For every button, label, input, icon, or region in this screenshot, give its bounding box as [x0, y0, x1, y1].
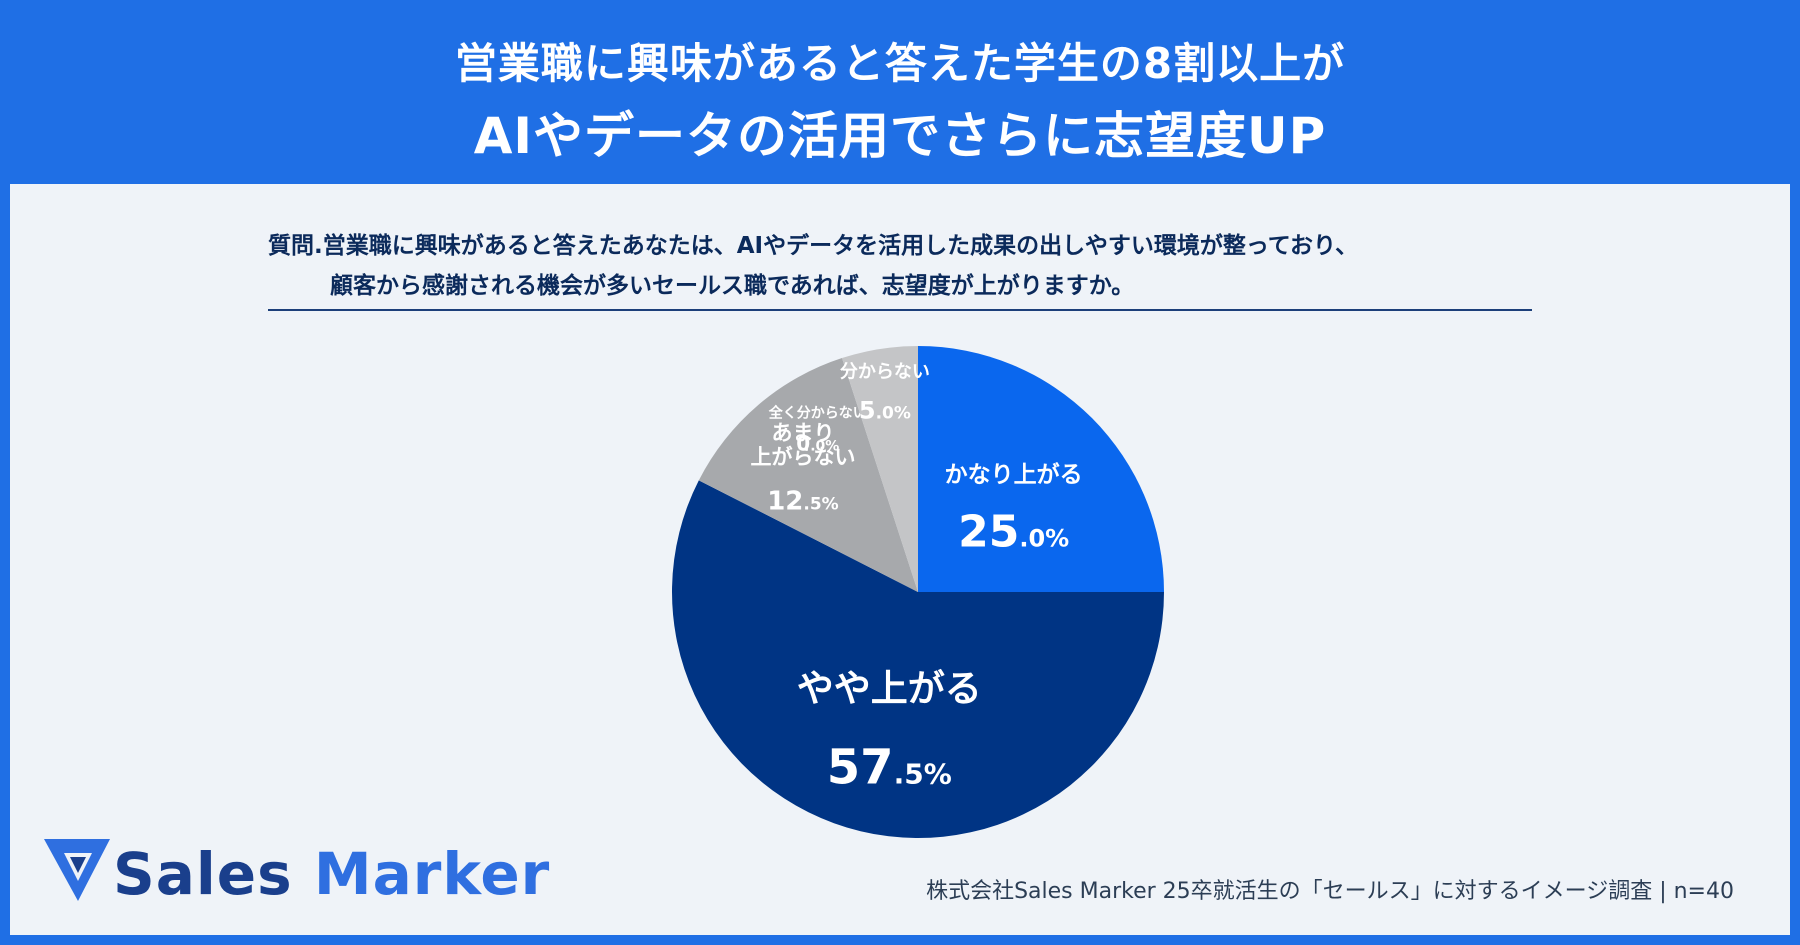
question-divider — [268, 309, 1532, 311]
logo-wordmark: Sales Marker — [113, 840, 550, 908]
slice-label: 全く分からない — [768, 405, 867, 422]
question-line-2: 顧客から感謝される機会が多いセールス職であれば、志望度が上がりますか。 — [330, 273, 1135, 299]
slice-label: かなり上がる — [945, 461, 1083, 488]
source-note: 株式会社Sales Marker 25卒就活生の「セールス」に対するイメージ調査… — [926, 879, 1734, 904]
survey-question: 質問.営業職に興味があると答えたあなたは、AIやデータを活用した成果の出しやすい… — [268, 226, 1532, 306]
slice-value: 57.5% — [827, 740, 952, 796]
question-line-1: 質問.営業職に興味があると答えたあなたは、AIやデータを活用した成果の出しやすい… — [268, 233, 1359, 259]
sales-marker-logo-icon — [44, 839, 110, 901]
title-banner: 営業職に興味があると答えた学生の8割以上が AIやデータの活用でさらに志望度UP — [0, 0, 1800, 184]
slice-label: 上がらない — [750, 445, 855, 469]
slice-label: 分からない — [840, 361, 930, 382]
title-line-2: AIやデータの活用でさらに志望度UP — [473, 107, 1327, 165]
pie-slice — [698, 358, 918, 592]
logo-word-marker: Marker — [313, 840, 551, 908]
slice-label: あまり — [771, 421, 834, 445]
logo-word-sales: Sales — [113, 840, 293, 908]
slice-value: 12.5% — [767, 487, 839, 517]
title-line-1: 営業職に興味があると答えた学生の8割以上が — [454, 39, 1346, 88]
slice-value: 0.0% — [796, 432, 839, 456]
pie-slice — [841, 346, 918, 592]
slice-label: やや上がる — [797, 667, 982, 710]
pie-slice — [671, 480, 1164, 838]
slice-value: 5.0% — [859, 396, 911, 424]
slice-value: 25.0% — [958, 507, 1069, 558]
pie-slice — [918, 346, 1164, 592]
